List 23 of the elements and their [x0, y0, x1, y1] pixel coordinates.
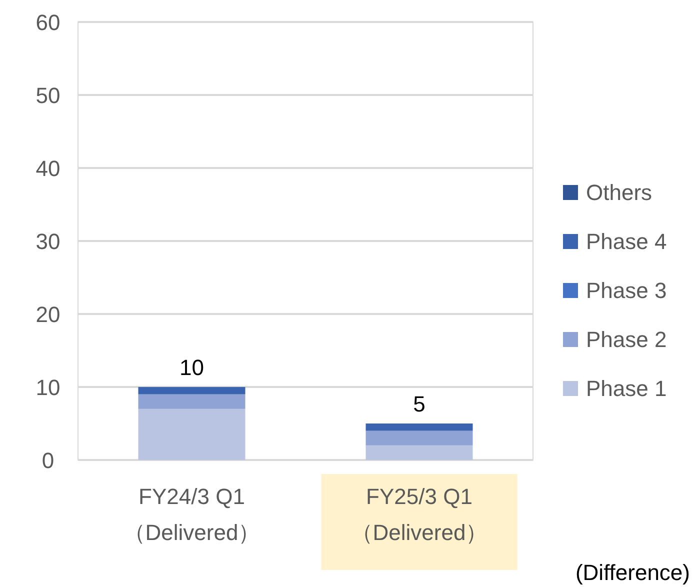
total-label: 10	[180, 355, 204, 380]
y-tick-label: 0	[42, 448, 54, 473]
x-tick-label: FY24/3 Q1 （Delivered）	[123, 484, 260, 545]
legend-label: Others	[586, 180, 652, 205]
legend-label: Phase 4	[586, 229, 667, 254]
text: (Difference)	[575, 560, 690, 585]
legend-label: Phase 2	[586, 327, 667, 352]
bar	[366, 430, 473, 446]
y-tick-label: 10	[36, 375, 60, 400]
y-tick-label: 60	[36, 10, 60, 35]
y-tick-label: 50	[36, 83, 60, 108]
bar	[138, 387, 246, 394]
bar	[138, 408, 246, 460]
bar	[366, 445, 473, 460]
legend-label: Phase 3	[586, 278, 667, 303]
bar	[138, 394, 246, 409]
bar	[366, 424, 473, 431]
y-tick-label: 20	[36, 302, 60, 327]
y-tick-label: 40	[36, 156, 60, 181]
x-tick-label: FY25/3 Q1 （Delivered）	[350, 484, 488, 545]
total-label: 5	[413, 392, 426, 416]
y-tick-label: 30	[36, 229, 60, 254]
legend-label: Phase 1	[586, 376, 667, 401]
